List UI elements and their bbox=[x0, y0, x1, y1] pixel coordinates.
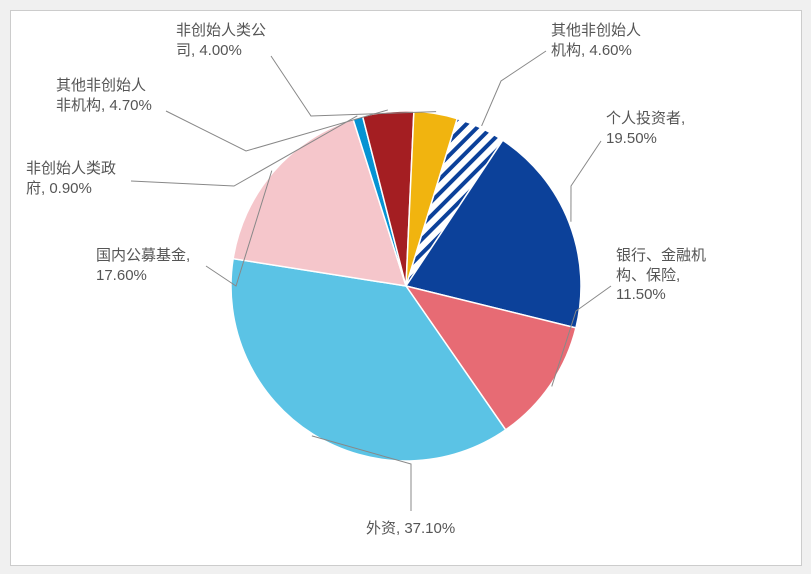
slice-label-line2: 机构, 4.60% bbox=[551, 41, 641, 61]
slice-label-line1: 国内公募基金, bbox=[96, 246, 190, 266]
slice-label-line2: 构、保险, bbox=[616, 266, 706, 286]
slice-label-gov: 非创始人类政府, 0.90% bbox=[26, 159, 116, 198]
slice-label-dom_fund: 国内公募基金,17.60% bbox=[96, 246, 190, 285]
slice-label-line1: 其他非创始人 bbox=[56, 76, 152, 96]
slice-label-line1: 银行、金融机 bbox=[616, 246, 706, 266]
slice-label-other_noninst: 其他非创始人非机构, 4.70% bbox=[56, 76, 152, 115]
pie-chart-container: 其他非创始人机构, 4.60%个人投资者,19.50%银行、金融机构、保险,11… bbox=[10, 10, 802, 566]
slice-label-line2: 19.50% bbox=[606, 129, 685, 149]
slice-label-line2: 司, 4.00% bbox=[176, 41, 266, 61]
leader-line-other_inst bbox=[482, 51, 546, 126]
slice-label-line2: 17.60% bbox=[96, 266, 190, 286]
leader-line-individual bbox=[571, 141, 601, 222]
slice-label-line1: 非创始人类政 bbox=[26, 159, 116, 179]
slice-label-company: 非创始人类公司, 4.00% bbox=[176, 21, 266, 60]
slice-label-line1: 外资, 37.10% bbox=[366, 519, 455, 539]
slice-label-line1: 非创始人类公 bbox=[176, 21, 266, 41]
slice-label-bank: 银行、金融机构、保险,11.50% bbox=[616, 246, 706, 305]
slice-label-line2: 府, 0.90% bbox=[26, 179, 116, 199]
slice-label-foreign: 外资, 37.10% bbox=[366, 519, 455, 539]
slice-label-individual: 个人投资者,19.50% bbox=[606, 109, 685, 148]
leader-line-company bbox=[271, 56, 436, 116]
slice-label-line3: 11.50% bbox=[616, 285, 706, 305]
slice-label-line2: 非机构, 4.70% bbox=[56, 96, 152, 116]
slice-label-line1: 个人投资者, bbox=[606, 109, 685, 129]
slice-label-line1: 其他非创始人 bbox=[551, 21, 641, 41]
slice-label-other_inst: 其他非创始人机构, 4.60% bbox=[551, 21, 641, 60]
